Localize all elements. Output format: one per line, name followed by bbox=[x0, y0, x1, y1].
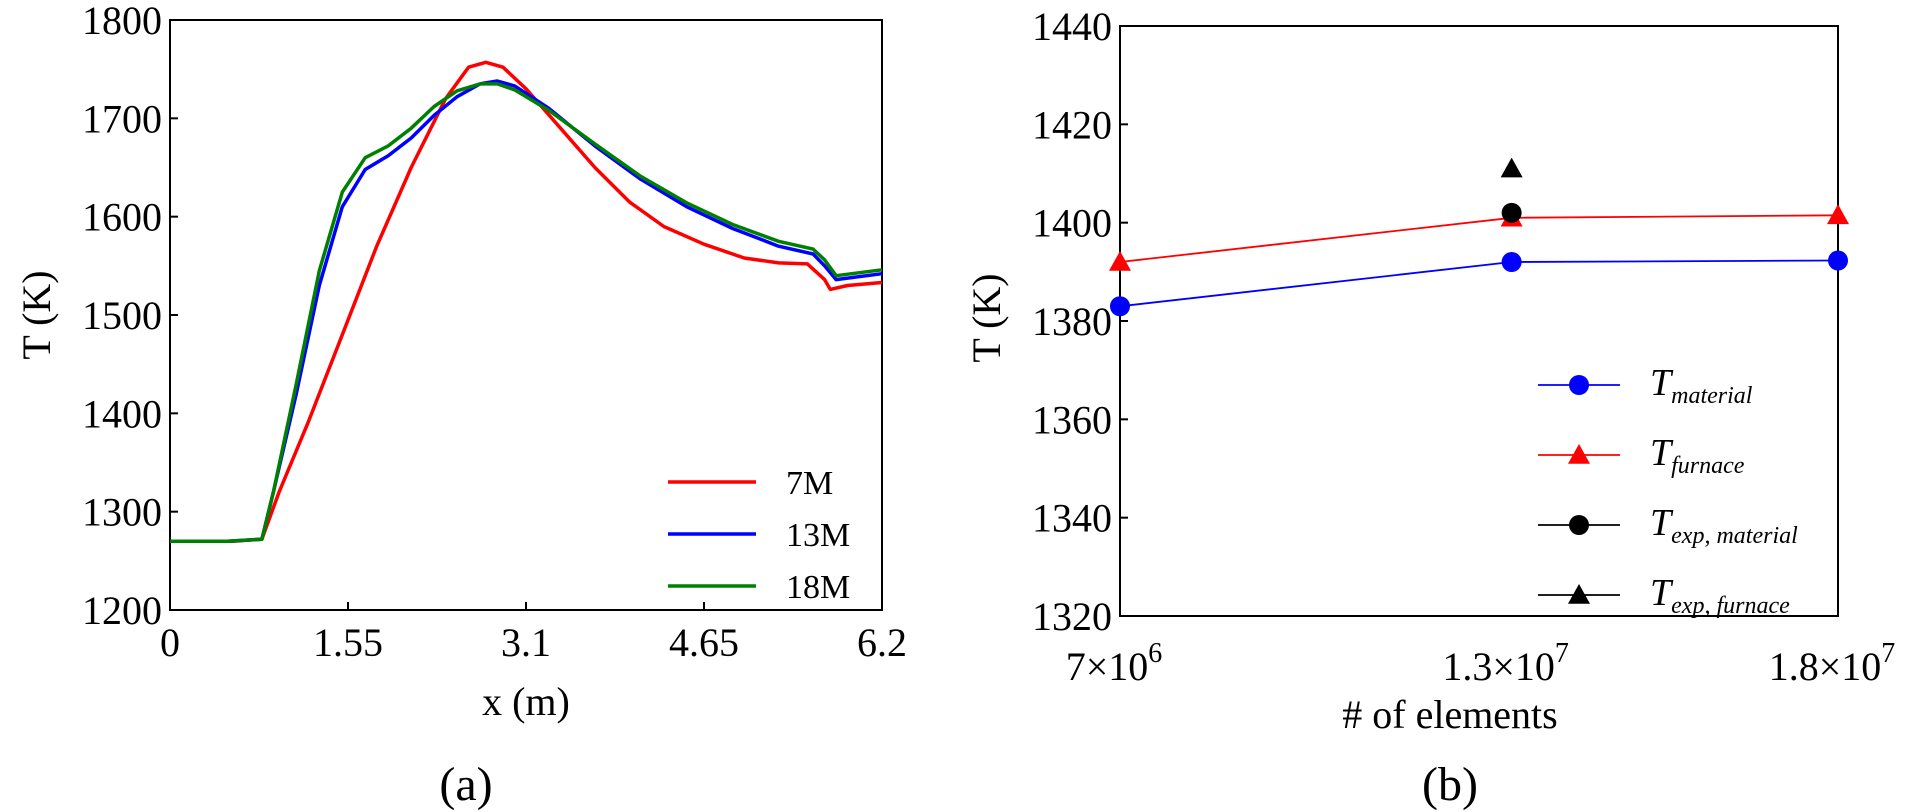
panel-a-y-tick-label: 1600 bbox=[82, 195, 162, 240]
svg-text:7×106: 7×106 bbox=[1066, 638, 1163, 689]
panel-b-chart: 7×106 1.3×107 1.8×107 1320 1340 1360 1380 1400… bbox=[964, 4, 1895, 811]
panel-a-x-tick-label: 3.1 bbox=[501, 620, 551, 665]
panel-b-y-tick-label: 1380 bbox=[1032, 299, 1112, 344]
panel-a-y-tick-label: 1700 bbox=[82, 96, 162, 141]
panel-b-y-tick-label: 1420 bbox=[1032, 102, 1112, 147]
panel-b-point-furnace bbox=[1109, 251, 1131, 271]
panel-b-y-tick-label: 1440 bbox=[1032, 4, 1112, 49]
panel-a-x-tick-label: 0 bbox=[160, 620, 180, 665]
panel-a-y-tick-label: 1300 bbox=[82, 490, 162, 535]
panel-b-x-tick-label: 1.8×107 bbox=[1769, 638, 1896, 689]
panel-b-legend: Tmaterial Tfurnace Texp, material Texp, fur… bbox=[1538, 362, 1798, 619]
panel-a-plot-frame bbox=[169, 19, 883, 611]
panel-a-legend-label-13M: 13M bbox=[786, 517, 850, 554]
svg-text:1.8×107: 1.8×107 bbox=[1769, 638, 1896, 689]
panel-b-x-axis-label: # of elements bbox=[1342, 692, 1558, 737]
panel-b-y-axis-label: T (K) bbox=[964, 273, 1009, 362]
panel-a-y-tick-label: 1400 bbox=[82, 391, 162, 436]
panel-a-y-tick-label: 1200 bbox=[82, 588, 162, 633]
panel-b-x-ticks: 7×106 1.3×107 1.8×107 bbox=[1066, 638, 1896, 689]
panel-b-y-tick-label: 1360 bbox=[1032, 397, 1112, 442]
panel-b-x-tick-label: 7×106 bbox=[1066, 638, 1163, 689]
panel-a-series-line-18M bbox=[170, 82, 883, 543]
panel-a-legend-label-7M: 7M bbox=[786, 465, 833, 502]
panel-b-point-exp-furnace bbox=[1500, 157, 1523, 178]
panel-b-legend-marker-exp-material bbox=[1569, 515, 1589, 535]
panel-b-legend-marker-furnace bbox=[1568, 444, 1590, 464]
panel-a-y-tick-label: 1800 bbox=[82, 0, 162, 43]
panel-b-y-tick-label: 1340 bbox=[1032, 496, 1112, 541]
svg-text:1.3×107: 1.3×107 bbox=[1442, 638, 1569, 689]
panel-a-x-tick-label: 6.2 bbox=[857, 620, 907, 665]
panel-a-x-ticks: 0 1.55 3.1 4.65 6.2 bbox=[160, 602, 907, 665]
panel-a-series-lines bbox=[170, 60, 883, 543]
panel-b-point-material bbox=[1110, 296, 1130, 317]
panel-b-label: (b) bbox=[1422, 758, 1478, 811]
panel-a-series-line-7M bbox=[170, 60, 883, 543]
panel-b-point-exp-material bbox=[1501, 202, 1522, 223]
panel-b-legend-marker-exp-furnace bbox=[1568, 584, 1590, 604]
panel-a-y-axis-label: T (K) bbox=[14, 270, 59, 359]
panel-a-legend: 7M 13M 18M bbox=[668, 465, 850, 606]
panel-a-x-axis-label: x (m) bbox=[482, 679, 570, 724]
panel-a-legend-label-18M: 18M bbox=[786, 569, 850, 606]
panel-b-series-line-furnace bbox=[1119, 214, 1839, 263]
panel-a-y-tick-label: 1500 bbox=[82, 293, 162, 338]
panel-b-series bbox=[1109, 157, 1849, 317]
panel-b-series-line-material bbox=[1119, 259, 1839, 308]
panel-b-y-ticks: 1320 1340 1360 1380 1400 1420 1440 bbox=[1032, 4, 1128, 639]
panel-b-y-tick-label: 1320 bbox=[1032, 594, 1112, 639]
panel-a-x-tick-label: 1.55 bbox=[313, 620, 383, 665]
panel-b-y-tick-label: 1400 bbox=[1032, 201, 1112, 246]
panel-b-legend-label-furnace: Tfurnace bbox=[1650, 432, 1745, 479]
panel-b-point-material bbox=[1828, 250, 1848, 271]
panel-b-x-tick-label: 1.3×107 bbox=[1442, 638, 1569, 689]
panel-a-label: (a) bbox=[439, 758, 492, 811]
panel-a-chart: 0 1.55 3.1 4.65 6.2 1200 1300 1400 1500 1600 1700… bbox=[14, 0, 907, 811]
panel-b-legend-marker-material bbox=[1569, 375, 1589, 395]
panel-b-point-furnace bbox=[1827, 204, 1849, 225]
panel-b-point-material bbox=[1501, 252, 1522, 272]
panel-a-x-tick-label: 4.65 bbox=[669, 620, 739, 665]
panel-a-y-ticks: 1200 1300 1400 1500 1600 1700 1800 bbox=[82, 0, 178, 633]
panel-b-legend-label-exp-furnace: Texp, furnace bbox=[1650, 572, 1790, 619]
panel-b-legend-label-material: Tmaterial bbox=[1650, 362, 1753, 409]
panel-b-legend-label-exp-material: Texp, material bbox=[1650, 502, 1798, 549]
